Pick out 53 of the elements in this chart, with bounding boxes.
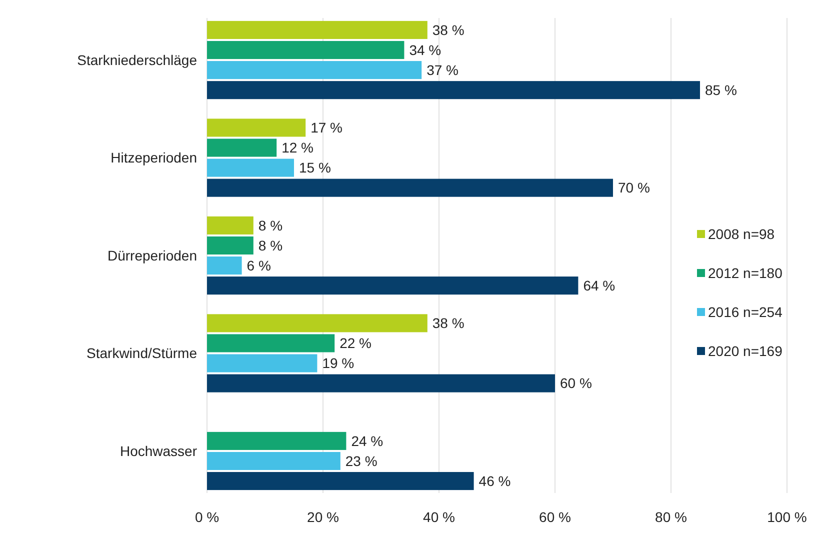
bar [207,118,306,137]
data-label: 60 % [560,375,592,392]
bar [207,158,294,177]
x-tick-label: 20 % [307,509,339,525]
data-label: 38 % [432,22,464,38]
legend-label: 2020 n=169 [708,342,783,359]
data-label: 22 % [340,335,372,352]
bar [207,20,428,39]
data-label: 24 % [351,432,384,449]
x-tick-label: 40 % [423,509,455,525]
x-tick-label: 0 % [194,509,220,525]
bar [207,334,335,352]
data-label: 64 % [583,277,616,294]
data-label: 23 % [345,452,378,469]
data-label: 19 % [322,355,354,372]
data-label: 12 % [282,140,314,156]
data-label: 70 % [618,180,650,196]
bar [207,81,700,100]
data-label: 17 % [310,120,343,136]
bar [207,256,242,275]
x-tick-label: 60 % [539,509,571,525]
y-tick-label: Starkniederschläge [77,52,198,68]
data-label: 46 % [478,472,511,489]
data-label: 85 % [705,82,737,98]
bar [207,314,428,332]
x-tick-label: 80 % [655,509,687,525]
legend-label: 2016 n=254 [708,304,783,320]
bar [207,40,404,60]
y-tick-label: Dürreperioden [108,247,197,264]
bar [207,452,340,470]
y-tick-label: Hochwasser [120,442,198,459]
bar [207,61,422,80]
data-label: 6 % [246,257,271,274]
bar [207,374,555,392]
bar [207,432,346,450]
bar [207,178,613,197]
data-label: 15 % [299,160,331,176]
y-tick-label: Starkwind/Stürme [86,345,198,362]
bar [207,276,578,295]
bar [207,138,277,157]
x-tick-label: 100 % [767,509,807,525]
data-label: 8 % [258,237,283,254]
legend-label: 2008 n=98 [708,226,775,242]
data-label: 38 % [432,315,464,332]
bar [207,236,254,254]
data-label: 37 % [426,62,459,78]
data-label: 8 % [258,217,283,234]
bar [207,472,474,490]
bar [207,216,254,234]
data-label: 34 % [409,42,442,58]
legend-label: 2012 n=180 [708,264,783,281]
bar [207,354,318,372]
y-tick-label: Hitzeperioden [110,150,197,166]
